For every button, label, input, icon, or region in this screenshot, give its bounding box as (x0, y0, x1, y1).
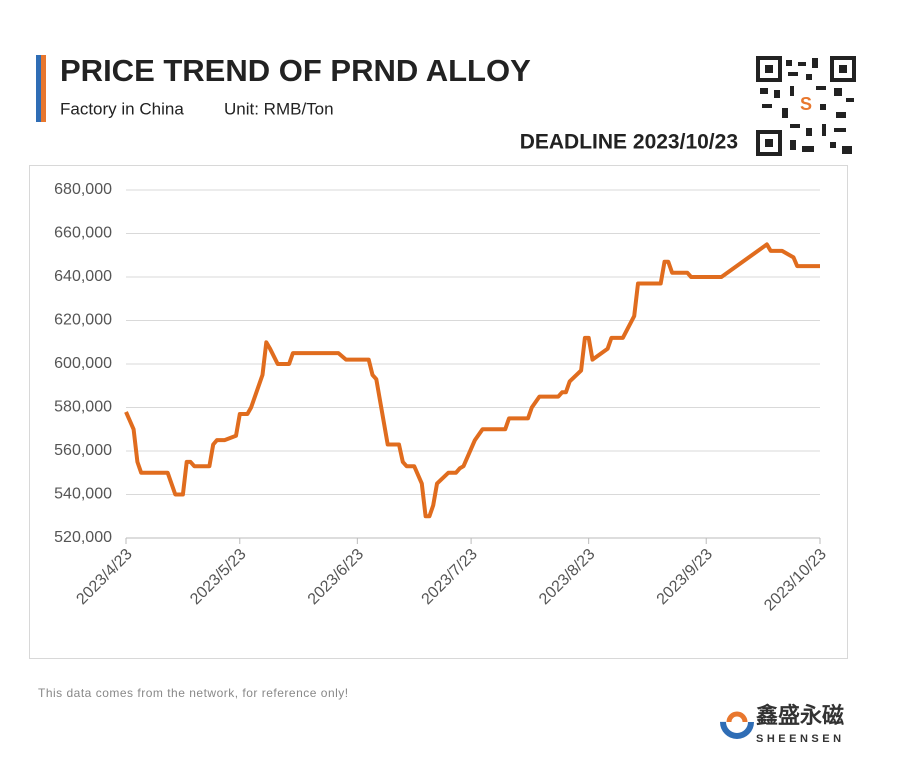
y-tick-label: 620,000 (54, 312, 112, 329)
y-tick-label: 520,000 (54, 529, 112, 546)
y-tick-label: 680,000 (54, 181, 112, 198)
y-tick-label: 600,000 (54, 355, 112, 372)
qr-code: S (756, 56, 856, 156)
chart-title: PRICE TREND OF PRND ALLOY (60, 53, 531, 88)
plot-frame (29, 165, 848, 659)
footnote: This data comes from the network, for re… (38, 686, 349, 700)
y-tick-label: 660,000 (54, 225, 112, 242)
logo: 鑫盛永磁 SHEENSEN (720, 703, 845, 745)
y-tick-label: 640,000 (54, 268, 112, 285)
svg-text:S: S (800, 94, 812, 114)
brand: 鑫盛永磁 (756, 703, 844, 728)
title-accent (36, 55, 46, 122)
y-tick-label: 560,000 (54, 442, 112, 459)
y-tick-label: 540,000 (54, 486, 112, 503)
subtitle: Factory in China (60, 99, 184, 118)
price-line (124, 242, 820, 519)
unit: Unit: RMB/Ton (224, 99, 334, 118)
brand-latin: SHEENSEN (756, 733, 845, 745)
deadline: DEADLINE 2023/10/23 (520, 131, 738, 154)
y-tick-label: 580,000 (54, 399, 112, 416)
